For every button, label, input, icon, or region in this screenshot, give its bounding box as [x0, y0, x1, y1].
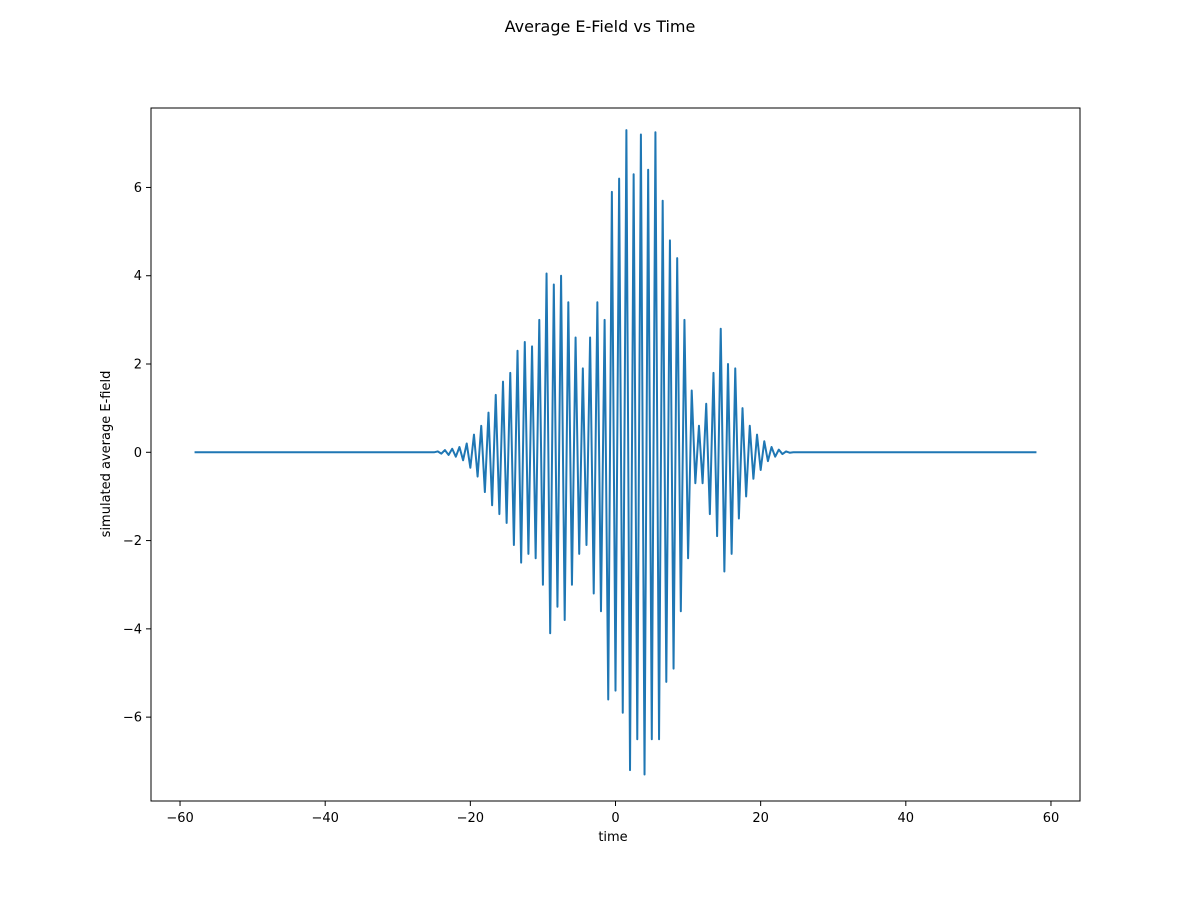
x-axis-label: time — [598, 830, 627, 845]
x-tick-label: −20 — [457, 811, 484, 826]
x-tick-label: 60 — [1043, 811, 1060, 826]
y-axis: −6 −4 −2 0 2 4 6 — [123, 181, 151, 726]
chart-title: Average E-Field vs Time — [505, 17, 696, 36]
x-tick-label: −40 — [311, 811, 338, 826]
y-tick-label: −4 — [123, 622, 142, 637]
y-tick-label: 0 — [134, 446, 142, 461]
y-tick-label: 4 — [134, 269, 142, 284]
y-tick-label: −2 — [123, 534, 142, 549]
x-axis: −60 −40 −20 0 20 40 60 — [166, 801, 1059, 826]
x-tick-label: −60 — [166, 811, 193, 826]
x-tick-label: 0 — [611, 811, 619, 826]
series-line-0 — [194, 129, 1037, 776]
plot-area — [194, 129, 1037, 776]
x-tick-label: 40 — [898, 811, 915, 826]
y-axis-label: simulated average E-field — [99, 371, 114, 538]
y-tick-label: 2 — [134, 358, 142, 373]
y-tick-label: −6 — [123, 711, 142, 726]
x-tick-label: 20 — [752, 811, 769, 826]
y-tick-label: 6 — [134, 181, 142, 196]
